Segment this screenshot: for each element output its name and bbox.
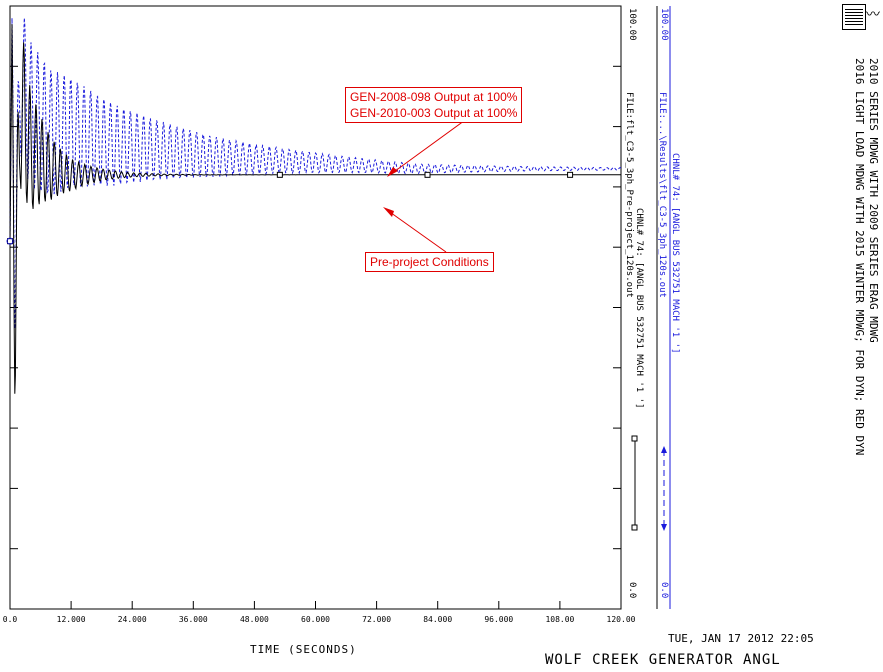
header-line-2: 2016 LIGHT LOAD MDWG WITH 2015 WINTER MD… [853, 58, 866, 456]
arrow-lower-head [383, 207, 394, 217]
annotation-lower: Pre-project Conditions [365, 252, 494, 272]
legend-blue-marker-top [661, 446, 667, 453]
x-tick-label: 36.000 [178, 615, 208, 624]
legend-blue-marker-bottom [661, 524, 667, 531]
x-tick-label: 84.000 [423, 615, 453, 624]
channel-black-max: 100.00 [627, 8, 637, 41]
series-marker [276, 171, 283, 178]
arrow-upper-head [387, 167, 398, 177]
arrow-lower [386, 209, 447, 253]
plot-frame [9, 5, 622, 610]
annotation-upper: GEN-2008-098 Output at 100% GEN-2010-003… [345, 87, 523, 123]
series-marker [7, 238, 13, 245]
x-axis-label: TIME (SECONDS) [250, 643, 357, 656]
logo-icon [842, 4, 866, 30]
channel-blue-min: 0.0 [659, 582, 669, 599]
annotation-upper-line2: GEN-2010-003 Output at 100% [350, 106, 518, 120]
legend-black-marker-bottom [631, 524, 638, 531]
series-marker [424, 171, 431, 178]
x-tick-label: 120.00 [606, 615, 636, 624]
timestamp: TUE, JAN 17 2012 22:05 [668, 632, 814, 645]
x-tick-label: 60.000 [301, 615, 330, 624]
series-line-solid [9, 24, 621, 394]
x-tick-label: 12.000 [56, 615, 86, 624]
legend-black-marker-top [631, 435, 638, 442]
series-marker [567, 171, 574, 178]
header-line-1: 2010 SERIES MDWG WITH 2009 SERIES ERAG M… [867, 58, 880, 343]
x-tick-label: 108.00 [545, 615, 575, 624]
channel-blue-max: 100.00 [659, 8, 669, 41]
channel-black-min: 0.0 [627, 582, 637, 599]
channel-blue-label: CHNL# 74: [ANGL BUS 532751 MACH '1 '] [670, 153, 680, 354]
x-tick-label: 96.000 [484, 615, 514, 624]
channel-black-label: CHNL# 74: [ANGL BUS 532751 MACH '1 '] [634, 208, 644, 409]
y-ticks [10, 65, 621, 550]
chart-title: WOLF CREEK GENERATOR ANGL [545, 652, 781, 668]
arrow-upper [390, 117, 469, 175]
x-tick-label: 24.000 [117, 615, 147, 624]
series-marker [6, 237, 14, 245]
signal-icon: 〰 [866, 7, 880, 23]
channel-blue-file: FILE:...\Results\flt_C3-5_3ph_120s.out [657, 92, 667, 298]
x-tick-label: 48.000 [239, 615, 269, 624]
annotation-upper-line1: GEN-2008-098 Output at 100% [350, 90, 518, 104]
x-tick-label: 72.000 [362, 615, 392, 624]
x-tick-label: 0.0 [2, 615, 18, 624]
series-line-dashed [9, 17, 622, 329]
x-ticks [9, 601, 622, 609]
channel-black-file: FILE:flt_C3-5_3ph_Pre-project_120s.out [624, 92, 634, 298]
series-markers [6, 171, 574, 245]
